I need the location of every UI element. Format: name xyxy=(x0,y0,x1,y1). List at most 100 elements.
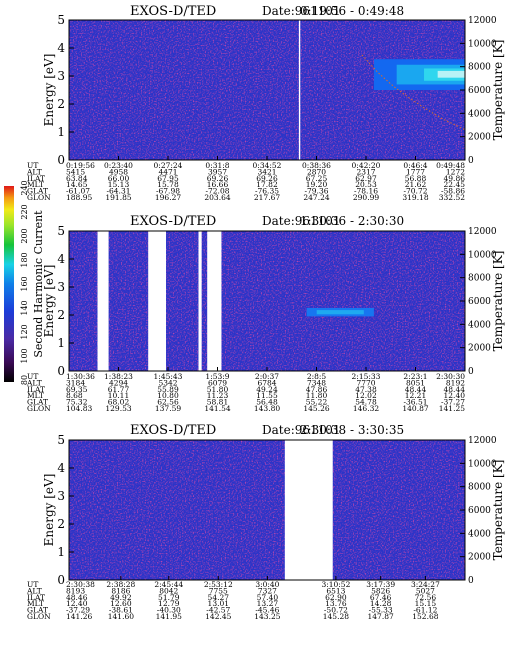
ephemeris-cell: 15.13 xyxy=(108,180,130,189)
ephemeris-cell: 14.28 xyxy=(370,599,392,608)
ephemeris-cell: 12.60 xyxy=(110,599,132,608)
ephemeris-cell: 67.25 xyxy=(306,174,328,183)
ephemeris-cell: 8051 xyxy=(406,378,425,387)
ephemeris-row-name: GLON xyxy=(27,612,51,621)
ephemeris-cell: 152.68 xyxy=(412,612,438,621)
energy-tick-label: 1 xyxy=(57,336,65,350)
colorbar-tick-label: 120 xyxy=(20,324,29,339)
ephemeris-row-name: GLAT xyxy=(27,187,48,196)
ephemeris-cell: -50.72 xyxy=(324,606,348,615)
ephemeris-cell: 11.55 xyxy=(256,391,278,400)
ephemeris-cell: 55.22 xyxy=(306,398,328,407)
ephemeris-cell: 129.53 xyxy=(105,404,131,413)
energy-tick-label: 0 xyxy=(57,153,65,167)
colorbar-label: Second Harmonic Current xyxy=(32,210,45,358)
ephemeris-row-name: MLT xyxy=(27,599,44,608)
ephemeris-cell: 51.79 xyxy=(158,593,180,602)
ephemeris-cell: 2:45:44 xyxy=(154,580,183,589)
ephemeris-cell: 12.79 xyxy=(158,599,180,608)
energy-axis-label: Energy [eV] xyxy=(42,474,56,547)
ephemeris-cell: 48.46 xyxy=(66,593,88,602)
ephemeris-cell: -37.29 xyxy=(66,606,90,615)
ephemeris-cell: 51.80 xyxy=(207,385,229,394)
ephemeris-cell: -40.30 xyxy=(157,606,181,615)
temperature-tick-label: 2000 xyxy=(468,133,491,143)
ephemeris-cell: 191.85 xyxy=(105,193,131,202)
temperature-trace xyxy=(361,54,466,131)
energy-tick-label: 3 xyxy=(57,489,65,503)
colorbar-tick-label: 200 xyxy=(20,228,29,243)
data-gap xyxy=(207,231,222,371)
ephemeris-cell: 104.83 xyxy=(66,404,92,413)
ephemeris-cell: -36.51 xyxy=(403,398,427,407)
ephemeris-cell: 0:19:56 xyxy=(66,161,95,170)
ephemeris-cell: 2:15:33 xyxy=(352,372,381,381)
ephemeris-cell: 62.97 xyxy=(355,174,377,183)
ephemeris-cell: 2:23:1 xyxy=(403,372,427,381)
ephemeris-cell: 69.35 xyxy=(66,385,88,394)
ephemeris-cell: 69.26 xyxy=(256,174,278,183)
ephemeris-cell: 66.00 xyxy=(108,174,130,183)
ephemeris-cell: 12.40 xyxy=(66,599,88,608)
energy-tick-label: 4 xyxy=(57,461,65,475)
panel-title-date: Date:961101 xyxy=(262,4,341,18)
ephemeris-cell: 203.64 xyxy=(204,193,230,202)
ephemeris-table: UT 0:19:56 0:23:40 0:27:24 0:31:8 0:34:52 0:38… xyxy=(26,156,466,202)
energy-tick-label: 0 xyxy=(57,364,65,378)
ephemeris-cell: 8.68 xyxy=(66,391,83,400)
ephemeris-cell: 145.26 xyxy=(303,404,329,413)
energy-tick-label: 1 xyxy=(57,545,65,559)
energy-tick-label: 5 xyxy=(57,13,65,27)
ephemeris-cell: 141.54 xyxy=(204,404,230,413)
energy-axis-label: Energy [eV] xyxy=(42,54,56,127)
colorbar-tick-label: 240 xyxy=(20,180,29,195)
colorbar-tick-label: 140 xyxy=(20,300,29,315)
ephemeris-cell: 13.76 xyxy=(325,599,347,608)
energy-tick-label: 4 xyxy=(57,252,65,266)
ephemeris-cell: 11.23 xyxy=(207,391,229,400)
ephemeris-cell: 217.67 xyxy=(254,193,280,202)
temperature-tick-label: 6000 xyxy=(468,297,491,307)
energy-axis: 0 1 2 3 4 5 Energy [eV] xyxy=(42,224,74,378)
flux-band-peak xyxy=(437,70,465,78)
ephemeris-cell: 75.32 xyxy=(66,398,88,407)
energy-tick-label: 3 xyxy=(57,280,65,294)
ephemeris-cell: 8192 xyxy=(446,378,465,387)
colorbar-ticks: 80 100 120 140 160 180 200 220 240 xyxy=(20,180,29,385)
ephemeris-cell: 142.45 xyxy=(205,612,231,621)
ephemeris-cell: 1:30:36 xyxy=(66,372,95,381)
ephemeris-cell: 56.88 xyxy=(405,174,427,183)
colorbar-scale xyxy=(4,186,14,382)
ephemeris-cell: 3421 xyxy=(257,167,276,176)
ephemeris-cell: -70.72 xyxy=(403,187,427,196)
ephemeris-cell: 143.80 xyxy=(254,404,280,413)
ephemeris-cell: 72.56 xyxy=(415,593,437,602)
temperature-tick-label: 0 xyxy=(468,367,474,377)
ephemeris-cell: 1:38:23 xyxy=(104,372,133,381)
ephemeris-cell: 0:42:20 xyxy=(352,161,381,170)
temperature-tick-label: 4000 xyxy=(468,109,491,119)
ephemeris-cell: 22.45 xyxy=(444,180,466,189)
ephemeris-cell: 0:34:52 xyxy=(253,161,282,170)
ephemeris-cell: 7770 xyxy=(356,378,375,387)
ephemeris-cell: 2870 xyxy=(307,167,326,176)
ephemeris-cell: 48.44 xyxy=(444,385,466,394)
ephemeris-cell: 63.84 xyxy=(66,174,88,183)
ephemeris-cell: 5342 xyxy=(158,378,177,387)
ephemeris-cell: 13.27 xyxy=(257,599,279,608)
ephemeris-cell: 57.40 xyxy=(257,593,279,602)
ephemeris-cell: 1:45:43 xyxy=(154,372,183,381)
ephemeris-table: UT 1:30:36 1:38:23 1:45:43 1:53:9 2:0:37 2:8:5… xyxy=(26,367,466,413)
ephemeris-cell: -42.57 xyxy=(206,606,230,615)
colorbar: 80 100 120 140 160 180 200 220 240 Second Harmon… xyxy=(4,180,45,385)
ephemeris-cell: 2:30:30 xyxy=(436,372,465,381)
ephemeris-cell: -37.27 xyxy=(441,398,465,407)
ephemeris-row-name: ILAT xyxy=(27,385,45,394)
ephemeris-cell: 2:38:28 xyxy=(106,580,135,589)
energy-tick-label: 5 xyxy=(57,224,65,238)
temperature-tick-label: 8000 xyxy=(468,63,491,73)
ephemeris-cell: 0:27:24 xyxy=(154,161,183,170)
